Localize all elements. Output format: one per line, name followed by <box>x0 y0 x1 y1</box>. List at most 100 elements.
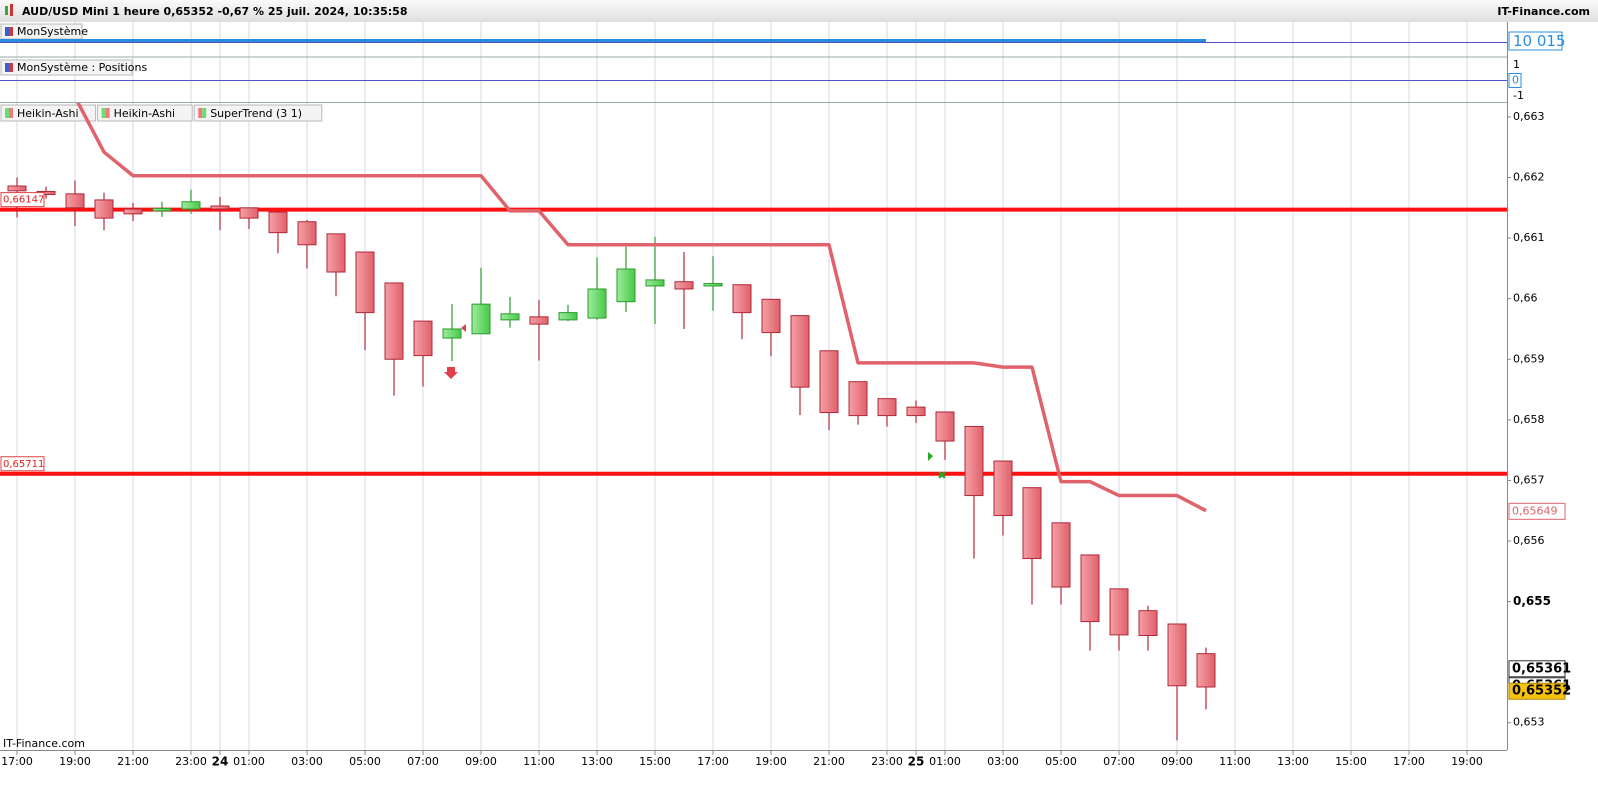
positions-tick-label: 1 <box>1513 58 1520 71</box>
x-tick-label: 23:00 <box>175 755 207 768</box>
legend-icon <box>5 108 9 118</box>
x-tick-label: 21:00 <box>117 755 149 768</box>
system-value: 10 015 <box>1513 32 1566 50</box>
x-tick-label: 13:00 <box>1277 755 1309 768</box>
price-label: 0,65361 <box>1512 661 1571 676</box>
candle-body <box>384 282 404 360</box>
legend-icon <box>202 108 207 118</box>
x-tick-label: 01:00 <box>929 755 961 768</box>
level-label: 0,65711 <box>3 459 44 470</box>
sell-signal <box>444 367 458 379</box>
x-tick-label: 21:00 <box>813 755 845 768</box>
candle-body <box>94 199 114 219</box>
legend-button <box>97 104 193 122</box>
legend-button <box>193 104 323 122</box>
candle-body <box>848 381 868 417</box>
candle-body <box>471 303 491 335</box>
x-tick-label: 03:00 <box>987 755 1019 768</box>
x-tick-label: 01:00 <box>233 755 265 768</box>
y-tick-label: 0,663 <box>1513 110 1545 123</box>
entry-signal <box>928 452 933 461</box>
legend-label: Heikin-Ashi <box>114 107 176 120</box>
legend-system[interactable]: MonSystème <box>0 23 88 40</box>
candle-body <box>529 316 549 325</box>
candle-body <box>210 205 230 210</box>
level-label: 0,66147 <box>3 195 44 206</box>
grid <box>16 22 1468 750</box>
x-tick-label: 07:00 <box>1103 755 1135 768</box>
candle-body <box>413 320 433 357</box>
candle-body <box>616 268 636 303</box>
legend-label: MonSystème : Positions <box>17 61 148 74</box>
candle-body <box>65 193 85 209</box>
exit-signal <box>461 324 466 332</box>
x-tick-label: 09:00 <box>465 755 497 768</box>
watermark: IT-Finance.com <box>3 737 85 750</box>
legend-label: MonSystème <box>17 25 88 38</box>
level-label-box <box>0 456 45 472</box>
candle-body <box>1138 610 1158 637</box>
candle-body <box>819 350 839 414</box>
cross-signal: ✖ <box>937 469 946 482</box>
legend: Heikin-Ashi Heikin-Ashi SuperTrend (3 1) <box>0 104 323 122</box>
x-tick-label: 15:00 <box>639 755 671 768</box>
x-tick-label: 17:00 <box>697 755 729 768</box>
header-brand: IT-Finance.com <box>1497 5 1590 18</box>
price-box <box>1508 660 1566 678</box>
candle-body <box>906 406 926 417</box>
x-tick-label: 17:00 <box>1 755 33 768</box>
y-tick-label: 0,658 <box>1513 413 1545 426</box>
price-box <box>1508 682 1566 700</box>
y-tick-label: 0,661 <box>1513 231 1545 244</box>
legend-icon <box>9 108 13 118</box>
x-tick-label: 03:00 <box>291 755 323 768</box>
candle-body <box>877 398 897 417</box>
value-box <box>1508 31 1563 51</box>
supertrend-line <box>76 103 1207 513</box>
legend-label: Heikin-Ashi <box>17 107 79 120</box>
y-tick-label: 0,656 <box>1513 534 1545 547</box>
x-tick-label: 17:00 <box>1393 755 1425 768</box>
legend-button <box>0 104 97 122</box>
y-tick-label: 0,655 <box>1513 594 1551 608</box>
candle-body <box>1196 653 1216 688</box>
x-tick-label: 19:00 <box>1451 755 1483 768</box>
legend-icon <box>105 108 110 118</box>
legend-label: SuperTrend (3 1) <box>210 107 302 120</box>
header-icon <box>5 6 8 15</box>
x-tick-label: 13:00 <box>581 755 613 768</box>
x-tick-label: 19:00 <box>59 755 91 768</box>
candle-body <box>152 207 172 212</box>
candle-body <box>355 251 375 314</box>
x-tick-label: 05:00 <box>349 755 381 768</box>
price-label: 0,65649 <box>1512 504 1558 517</box>
header-bar <box>0 0 1598 22</box>
candle-body <box>239 207 259 219</box>
x-tick-label: 23:00 <box>871 755 903 768</box>
candle-body <box>674 281 694 290</box>
plot-area <box>0 103 1507 741</box>
price-label: 0,65352 <box>1512 684 1571 699</box>
x-tick-label: 19:00 <box>755 755 787 768</box>
candle-body <box>645 279 665 287</box>
candle-body <box>268 211 288 234</box>
candle-body <box>732 284 752 314</box>
x-tick-label: 11:00 <box>523 755 555 768</box>
x-tick-label: 15:00 <box>1335 755 1367 768</box>
candle-body <box>993 460 1013 517</box>
x-tick-label: 11:00 <box>1219 755 1251 768</box>
legend-positions[interactable]: MonSystème : Positions <box>0 59 148 76</box>
candle-body <box>558 312 578 321</box>
price-box <box>1508 502 1566 520</box>
x-tick-label: 09:00 <box>1161 755 1193 768</box>
positions-value: 0 <box>1512 74 1519 87</box>
candle-body <box>790 315 810 388</box>
x-tick-label: 24 <box>212 755 229 769</box>
candle-body <box>1080 554 1100 623</box>
legend-icon <box>198 108 203 118</box>
x-tick-label: 25 <box>908 755 925 769</box>
header-title: AUD/USD Mini 1 heure 0,65352 -0,67 % 25 … <box>22 5 408 18</box>
candle-body <box>761 298 781 334</box>
